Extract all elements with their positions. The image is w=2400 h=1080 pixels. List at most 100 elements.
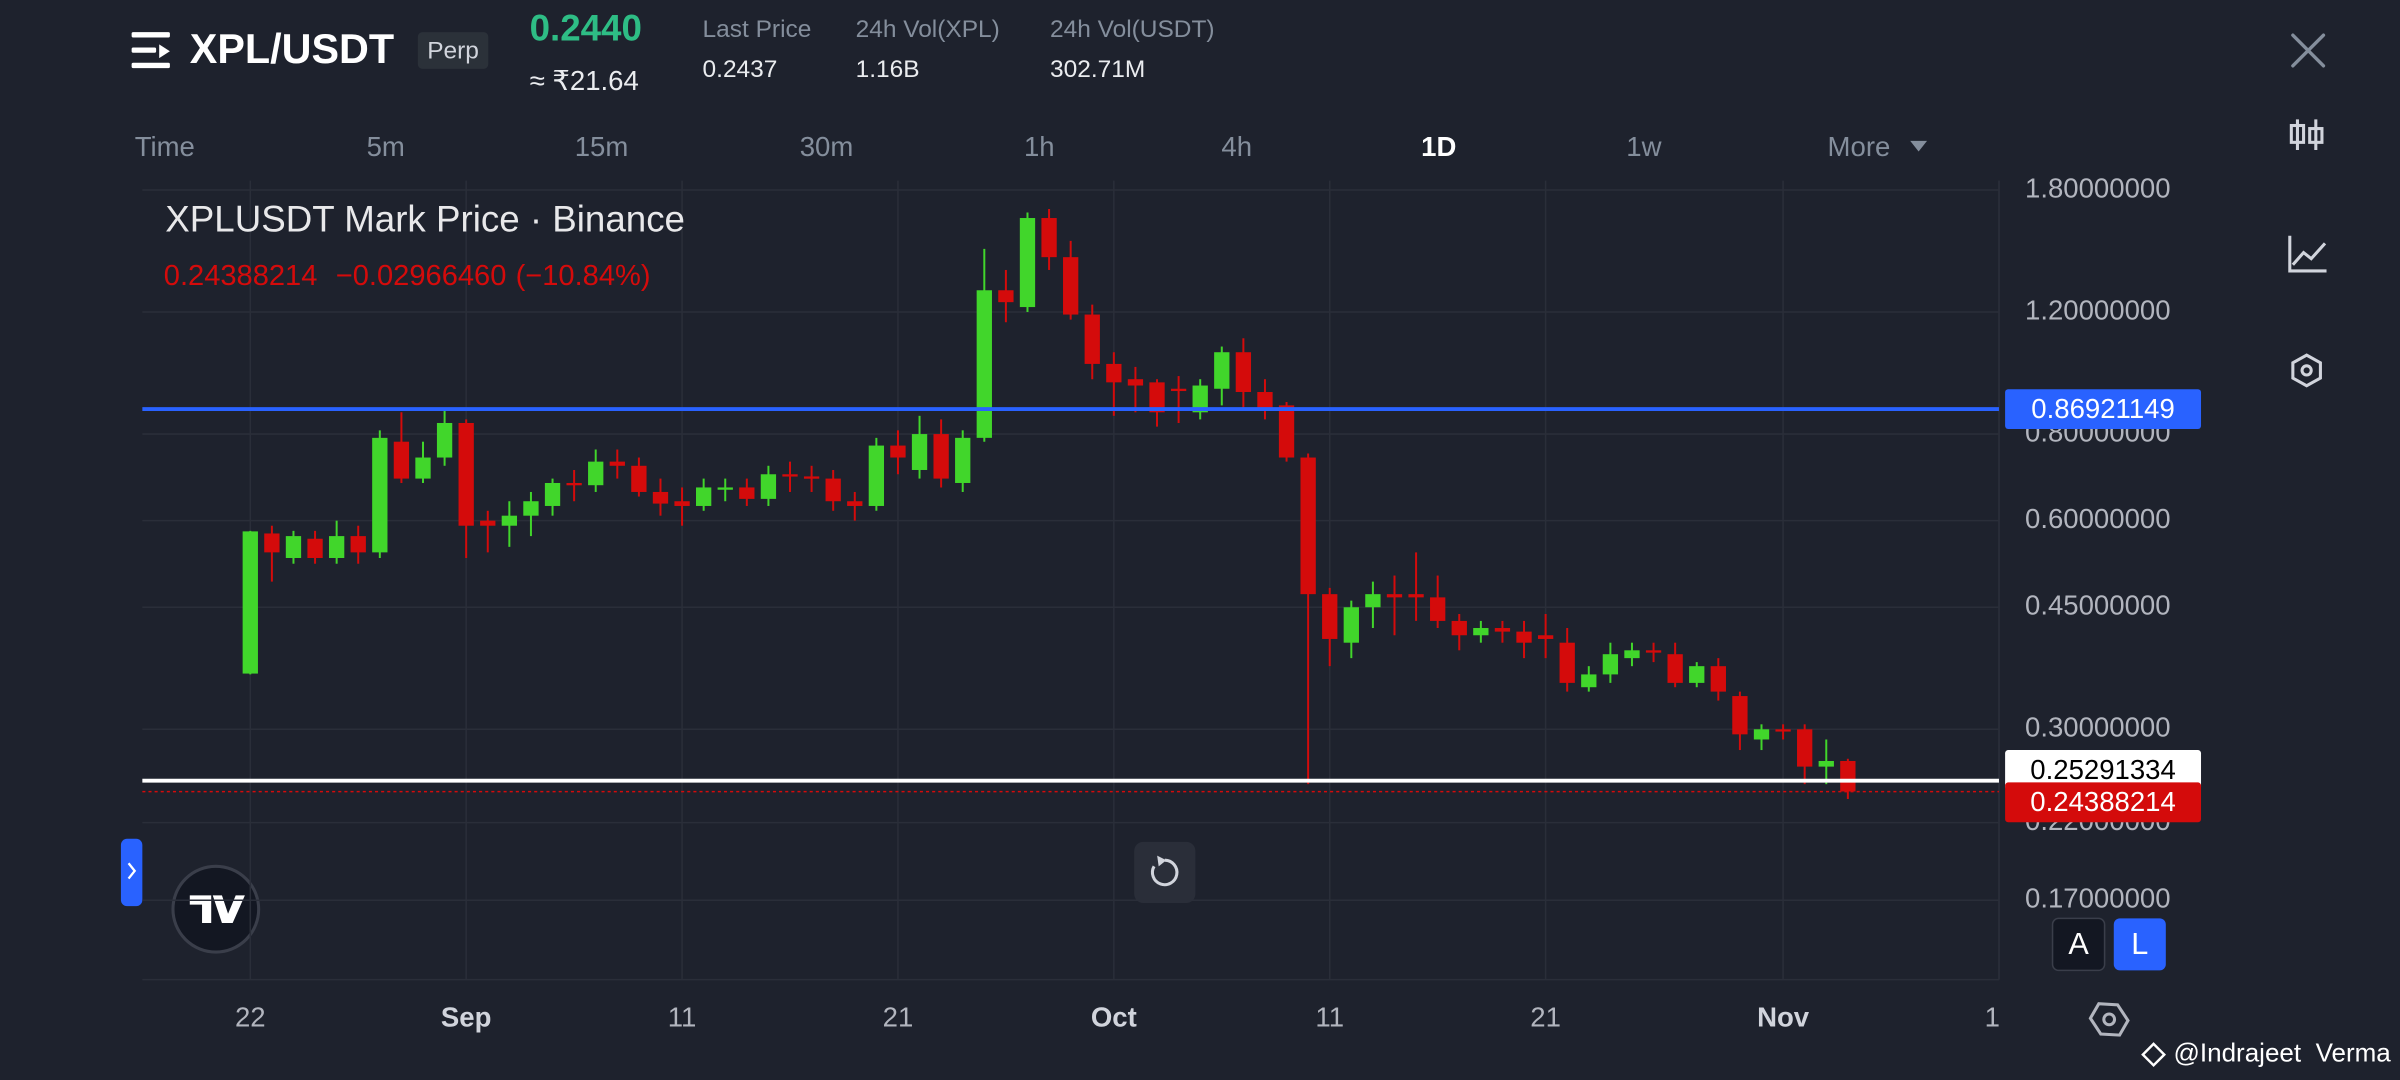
candle-body — [760, 474, 777, 499]
candle-body — [1753, 729, 1770, 740]
candle-body — [264, 533, 280, 553]
candle-body — [328, 536, 345, 558]
candle-body — [1624, 650, 1640, 659]
candle-body — [803, 476, 820, 479]
price-label-box — [2005, 389, 2202, 429]
x-tick-label: 11 — [668, 1002, 697, 1033]
interval-tab[interactable]: 30m — [800, 131, 854, 162]
candle-body — [868, 445, 885, 506]
price-inr: ≈ ₹21.64 — [530, 65, 639, 96]
candle-body — [350, 536, 366, 553]
candle-body — [847, 501, 863, 506]
candle-body — [242, 531, 258, 674]
legend-change: −0.02966460 — [336, 260, 507, 292]
candle-body — [1386, 594, 1403, 598]
stat-label: 24h Vol(USDT) — [1050, 16, 1215, 43]
stat-value: 1.16B — [856, 56, 920, 83]
scale-button[interactable] — [2113, 918, 2166, 971]
candle-body — [1257, 392, 1273, 409]
indicator-button[interactable] — [2288, 235, 2327, 273]
stat-label: 24h Vol(XPL) — [856, 16, 1000, 43]
contract-badge — [417, 32, 489, 69]
candle-body — [523, 501, 539, 516]
interval-tab[interactable]: 4h — [1221, 131, 1252, 162]
candle-body — [1818, 760, 1834, 767]
candle-body — [1645, 650, 1662, 653]
y-tick-label: 1.80000000 — [2025, 172, 2171, 203]
candle-body — [955, 437, 971, 483]
close-button[interactable] — [2291, 33, 2326, 68]
candle-body — [717, 487, 733, 490]
stat-value: 0.2437 — [703, 56, 778, 83]
scale-button-label[interactable]: A — [2068, 927, 2089, 961]
candle-body — [544, 482, 561, 506]
contract: Perp — [427, 38, 479, 65]
legend-last: 0.24388214 — [164, 260, 318, 292]
interval-tab[interactable]: 1w — [1626, 131, 1661, 162]
tradingview-logo[interactable] — [171, 864, 261, 954]
x-tick-label: 11 — [1315, 1002, 1344, 1033]
y-tick-label: 0.17000000 — [2025, 883, 2171, 914]
candle-body — [652, 491, 669, 504]
x-tick-label: 21 — [883, 1002, 914, 1033]
candle-body — [911, 434, 928, 470]
legend-values: 0.24388214 −0.02966460 (−10.84%) — [164, 260, 651, 292]
candle-body — [1797, 729, 1813, 767]
y-tick-label: 0.30000000 — [2025, 712, 2171, 743]
candle-body — [1235, 352, 1252, 393]
candle-body — [1710, 666, 1726, 692]
candle-body — [1732, 696, 1748, 735]
interval-tab[interactable]: More — [1828, 131, 1891, 162]
candle-body — [1019, 218, 1036, 308]
interval-tab[interactable]: 15m — [575, 131, 629, 162]
menu-button[interactable] — [131, 32, 170, 69]
candle-body — [1473, 628, 1489, 636]
candle-type-button[interactable] — [2289, 119, 2324, 151]
candle-body — [588, 461, 604, 486]
dropdown-caret — [1910, 140, 1928, 152]
candle-body — [307, 538, 323, 558]
candle-body — [1149, 382, 1165, 413]
candle-body — [1063, 257, 1079, 315]
chart-title: XPLUSDT Mark Price · Binance — [165, 199, 685, 240]
interval-tab[interactable]: 1D — [1421, 131, 1456, 162]
candles — [242, 208, 1856, 799]
candle-body — [1430, 597, 1446, 621]
candle-body — [609, 461, 625, 466]
interval-tab[interactable]: 5m — [367, 131, 405, 162]
candle-body — [1365, 594, 1381, 608]
candle-body — [739, 487, 755, 499]
symbol[interactable]: XPL/USDT — [190, 26, 394, 72]
candle-body — [436, 422, 453, 458]
x-tick-label: 22 — [235, 1002, 266, 1033]
candle-body — [415, 457, 431, 479]
candle-body — [1084, 314, 1100, 364]
axis-settings-button[interactable] — [2086, 996, 2132, 1042]
watermark-icon — [2141, 1042, 2167, 1068]
candle-body — [1192, 385, 1208, 413]
candle-body — [1516, 631, 1532, 643]
candle-body — [782, 474, 798, 477]
candle-body — [1667, 654, 1683, 683]
candle-body — [1408, 594, 1424, 598]
side-tab[interactable] — [120, 838, 143, 907]
candle-body — [1537, 635, 1554, 639]
candle-body — [1300, 457, 1316, 595]
price-label: 0.25291334 — [2030, 754, 2176, 785]
scale-button[interactable] — [2051, 917, 2106, 972]
candle-body — [501, 515, 518, 526]
scale-button-label[interactable]: L — [2131, 927, 2148, 961]
candle-body — [1127, 379, 1144, 386]
interval-tab[interactable]: Time — [135, 131, 195, 162]
candle-body — [1840, 760, 1856, 792]
candle-body — [458, 422, 474, 526]
settings-button[interactable] — [2291, 353, 2322, 388]
interval-tab[interactable]: 1h — [1024, 131, 1055, 162]
candle-body — [976, 290, 992, 438]
candle-body — [674, 501, 690, 506]
reset-button[interactable] — [1134, 841, 1196, 904]
candle-body — [1041, 218, 1057, 258]
watermark: @Indrajeet Verma — [2173, 1037, 2391, 1067]
